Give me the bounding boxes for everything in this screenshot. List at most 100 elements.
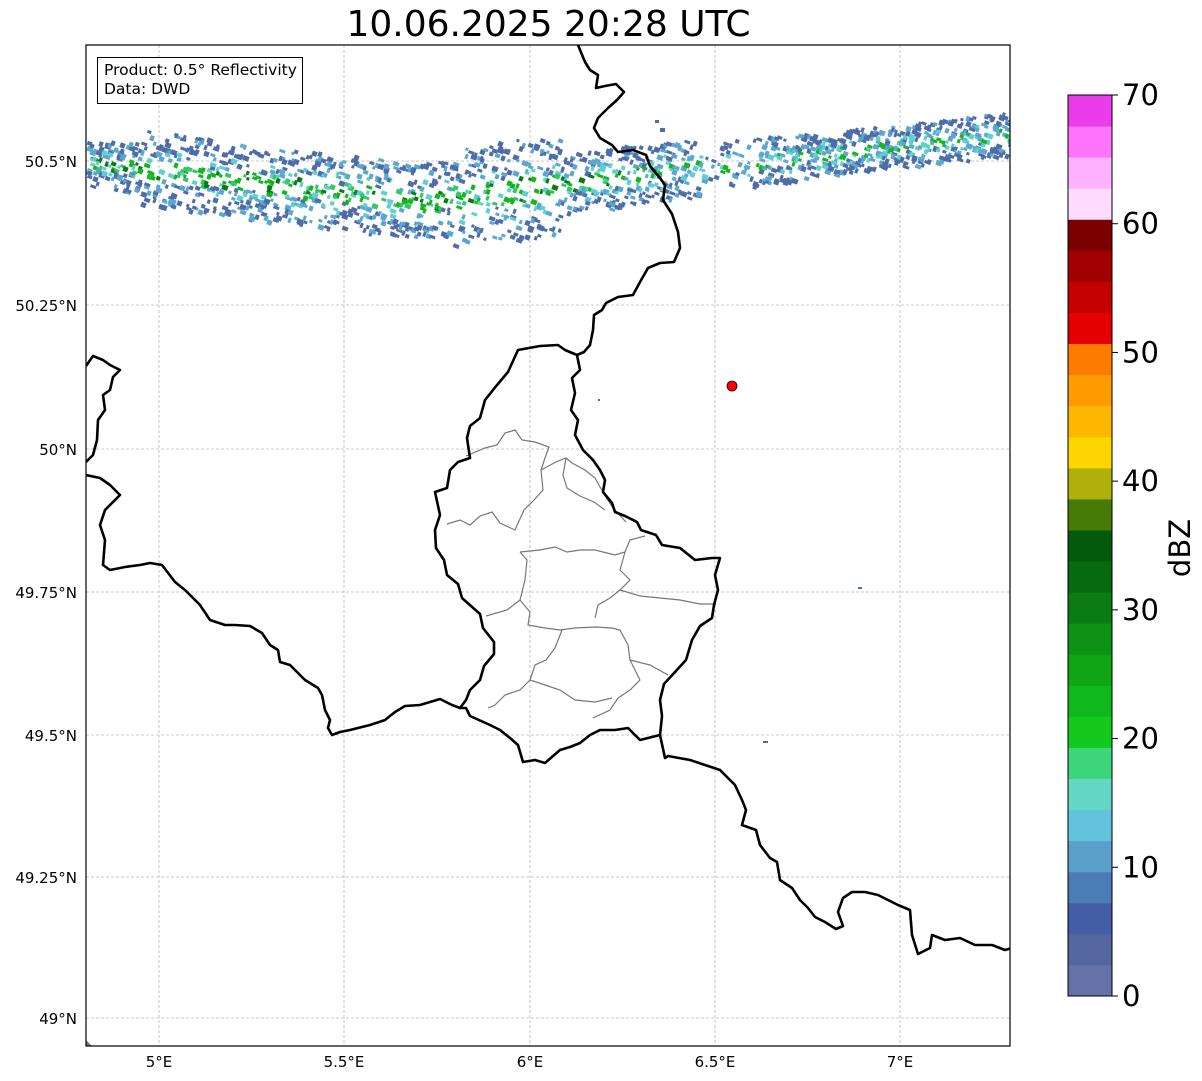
echo-pixel bbox=[623, 176, 629, 181]
echo-pixel bbox=[533, 143, 541, 150]
echo-pixel bbox=[746, 173, 751, 178]
echo-pixel bbox=[1001, 150, 1006, 155]
echo-pixel bbox=[515, 138, 520, 143]
echo-pixel bbox=[134, 181, 139, 186]
echo-pixel bbox=[407, 180, 415, 188]
echo-pixel bbox=[557, 214, 564, 219]
echo-pixel bbox=[761, 165, 768, 171]
echo-pixel bbox=[935, 147, 941, 153]
echo-pixel bbox=[707, 176, 714, 182]
echo-pixel bbox=[812, 173, 820, 179]
echo-pixel bbox=[341, 209, 348, 217]
echo-pixel bbox=[188, 208, 194, 215]
echo-pixel bbox=[641, 166, 648, 171]
echo-pixel bbox=[944, 140, 949, 145]
echo-pixel bbox=[872, 143, 877, 150]
echo-pixel bbox=[437, 190, 443, 195]
echo-pixel bbox=[548, 169, 554, 176]
echo-pixel bbox=[287, 183, 293, 188]
echo-pixel bbox=[281, 166, 288, 172]
echo-pixel bbox=[464, 189, 469, 195]
echo-pixel bbox=[530, 168, 536, 173]
echo-pixel bbox=[488, 145, 494, 150]
echo-pixel bbox=[755, 137, 763, 142]
echo-pixel bbox=[302, 195, 309, 202]
echo-pixel bbox=[593, 199, 599, 205]
echo-pixel bbox=[137, 168, 144, 175]
echo-pixel bbox=[638, 145, 644, 151]
colorbar-bin bbox=[1068, 436, 1112, 469]
echo-pixel bbox=[755, 162, 760, 168]
echo-pixel bbox=[598, 399, 600, 401]
echo-pixel bbox=[395, 169, 402, 174]
echo-pixel bbox=[920, 157, 925, 163]
info-box: Product: 0.5° Reflectivity Data: DWD bbox=[97, 57, 303, 104]
echo-pixel bbox=[920, 153, 926, 158]
echo-pixel bbox=[101, 154, 106, 159]
echo-pixel bbox=[302, 204, 308, 209]
echo-pixel bbox=[908, 133, 916, 141]
echo-pixel bbox=[758, 178, 763, 184]
echo-pixel bbox=[419, 198, 424, 204]
echo-pixel bbox=[347, 197, 352, 203]
echo-pixel bbox=[449, 187, 456, 192]
echo-pixel bbox=[299, 199, 306, 204]
echo-pixel bbox=[353, 211, 360, 217]
echo-pixel bbox=[806, 159, 811, 166]
echo-pixel bbox=[512, 196, 519, 202]
echo-pixel bbox=[1001, 112, 1006, 116]
echo-pixel bbox=[638, 187, 643, 194]
colorbar-frame bbox=[1067, 94, 1113, 997]
echo-pixel bbox=[962, 138, 970, 144]
echo-pixel bbox=[125, 179, 132, 186]
echo-pixel bbox=[98, 157, 103, 161]
echo-pixel bbox=[746, 160, 751, 165]
lon-label-5-5: 5.5°E bbox=[324, 1053, 365, 1071]
echo-pixel bbox=[197, 192, 205, 197]
colorbar-tick-label: 10 bbox=[1122, 850, 1159, 884]
colorbar-bin bbox=[1068, 654, 1112, 686]
echo-pixel bbox=[476, 168, 483, 173]
colorbar-bin bbox=[1068, 405, 1112, 438]
echo-pixel bbox=[149, 135, 155, 141]
canton-line-grevenmacher bbox=[619, 589, 716, 605]
echo-pixel bbox=[197, 173, 204, 179]
echo-pixel bbox=[122, 173, 128, 179]
colorbar-tick-label: 20 bbox=[1122, 722, 1159, 756]
echo-pixel bbox=[344, 181, 349, 187]
echo-pixel bbox=[242, 145, 247, 151]
echo-pixel bbox=[188, 185, 194, 191]
echo-pixel bbox=[134, 187, 140, 194]
lon-label-5: 5°E bbox=[146, 1053, 173, 1071]
echo-pixel bbox=[881, 164, 889, 171]
colorbar-bin bbox=[1068, 343, 1112, 376]
lon-label-7: 7°E bbox=[887, 1053, 914, 1071]
echo-pixel bbox=[422, 179, 429, 186]
echo-pixel bbox=[794, 153, 799, 159]
echo-pixel bbox=[953, 127, 958, 133]
echo-pixel bbox=[515, 158, 520, 163]
longitude-labels: 5°E 5.5°E 6°E 6.5°E 7°E bbox=[146, 1053, 914, 1071]
echo-pixel bbox=[266, 191, 273, 198]
echo-pixel bbox=[179, 146, 187, 152]
echo-pixel bbox=[731, 174, 739, 180]
echo-pixel bbox=[416, 212, 422, 219]
echo-pixel bbox=[254, 175, 262, 180]
echo-pixel bbox=[500, 233, 506, 238]
echo-pixel bbox=[143, 162, 151, 169]
echo-pixel bbox=[950, 118, 955, 125]
echo-pixel bbox=[101, 149, 108, 157]
colorbar-bin bbox=[1068, 219, 1112, 251]
echo-pixel bbox=[338, 188, 345, 194]
echo-pixel bbox=[653, 182, 659, 188]
echo-pixel bbox=[398, 166, 406, 172]
echo-pixel bbox=[149, 171, 155, 177]
echo-pixel bbox=[320, 202, 326, 209]
echo-pixel bbox=[539, 137, 546, 144]
echo-pixel bbox=[851, 140, 857, 147]
echo-pixel bbox=[230, 196, 236, 201]
echo-pixel bbox=[560, 182, 567, 188]
echo-pixel bbox=[617, 205, 623, 211]
echo-pixel bbox=[215, 166, 220, 173]
echo-pixel bbox=[260, 205, 265, 210]
